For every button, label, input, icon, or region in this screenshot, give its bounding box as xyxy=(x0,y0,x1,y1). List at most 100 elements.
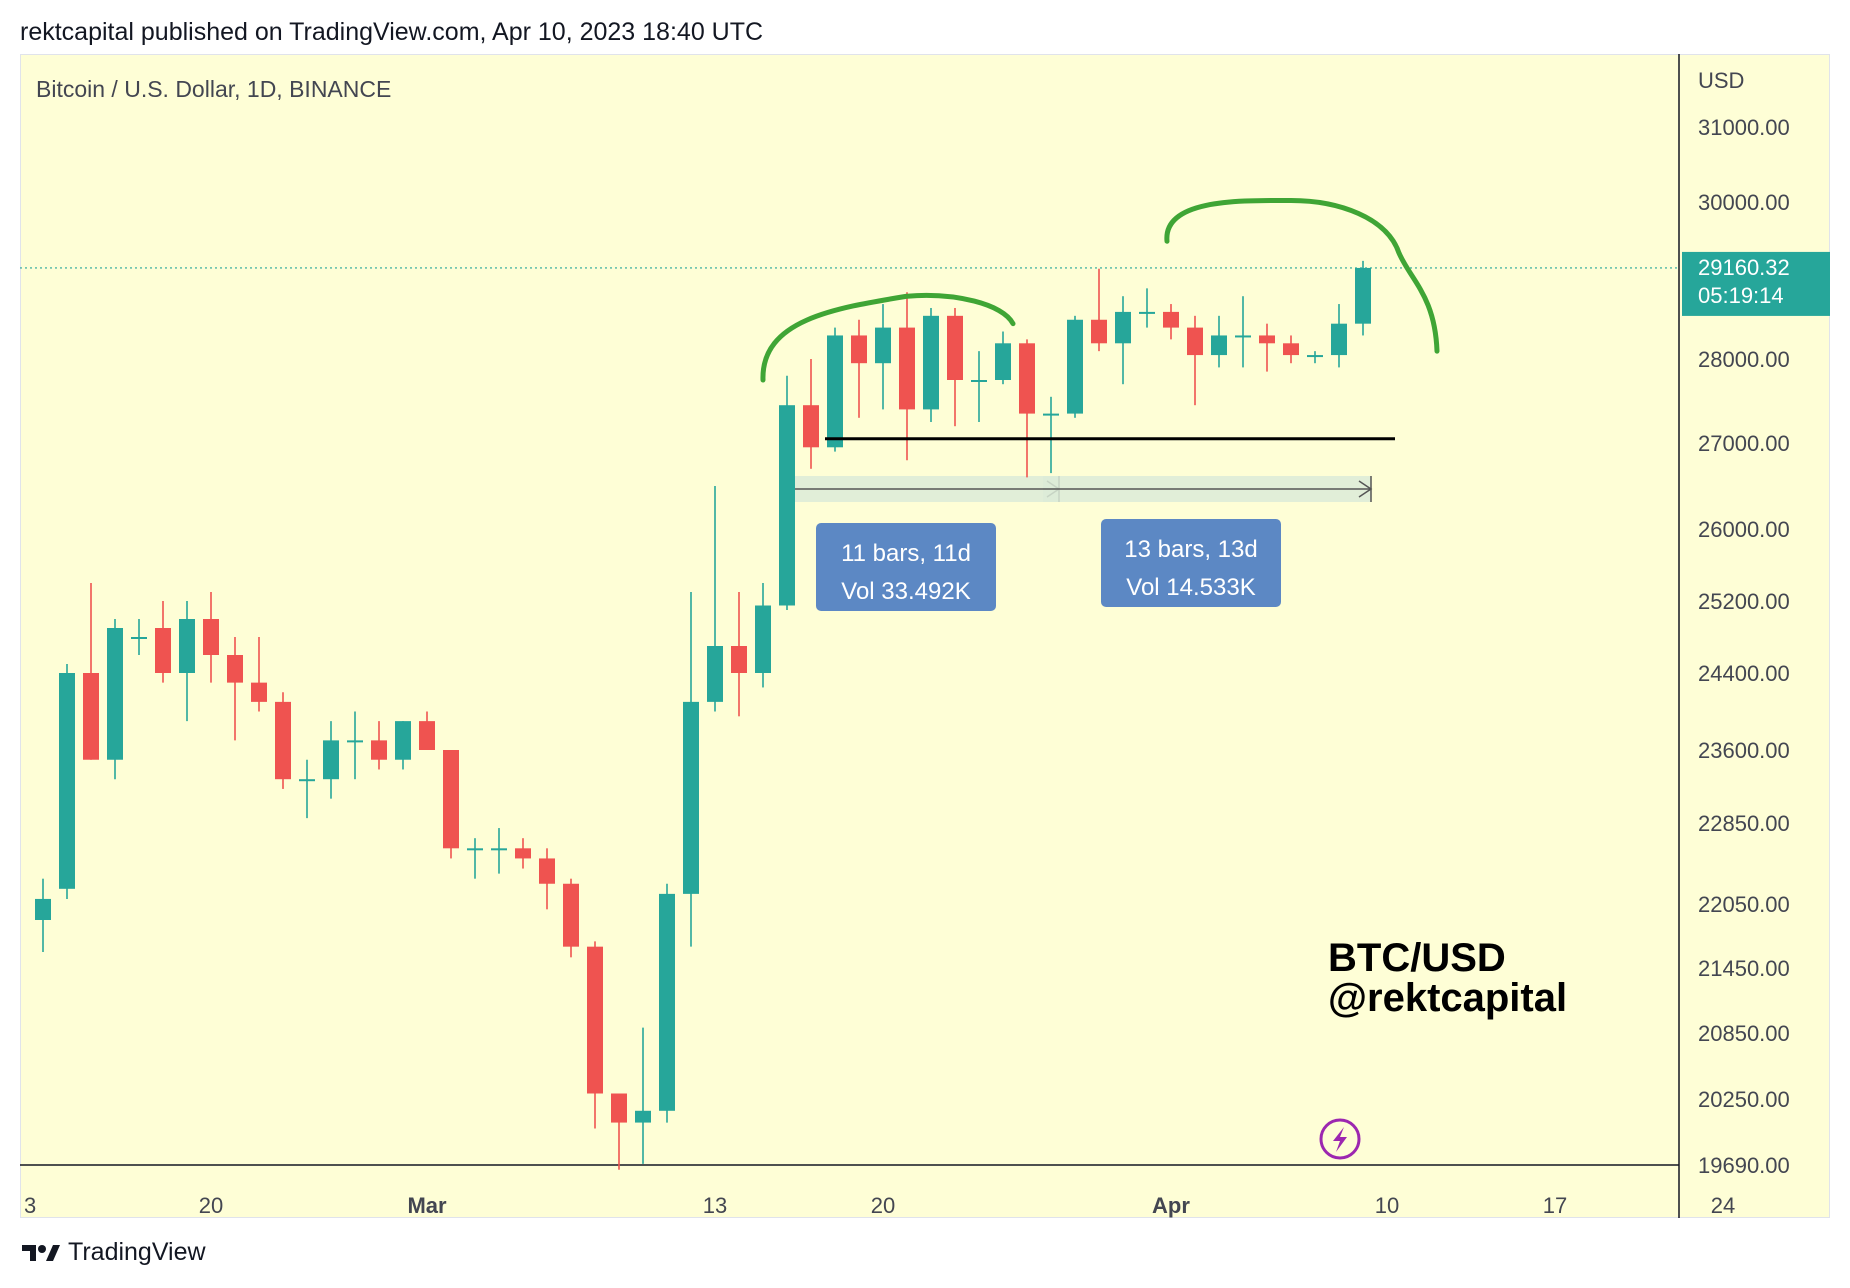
measure-tools xyxy=(779,476,1373,502)
measure-label-1: 11 bars, 11d Vol 33.492K xyxy=(816,523,996,611)
candle-body xyxy=(827,335,843,448)
candle-body xyxy=(899,327,915,410)
price-tick-label: 20850.00 xyxy=(1698,1021,1790,1046)
candle-body xyxy=(1067,319,1083,414)
price-axis[interactable]: 31000.00 30000.00 28000.00 27000.00 26000.00… xyxy=(1698,115,1790,1178)
watermark: BTC/USD @rektcapital xyxy=(1328,938,1567,1018)
candle-body xyxy=(1331,323,1347,356)
candle-body xyxy=(419,721,435,750)
price-tick-label: 22850.00 xyxy=(1698,811,1790,836)
candle-body xyxy=(539,858,555,884)
flash-icon[interactable] xyxy=(1319,1118,1361,1160)
price-tick-label: 27000.00 xyxy=(1698,431,1790,456)
candle-body xyxy=(659,893,675,1111)
candle-body xyxy=(155,628,171,673)
price-tag-bg xyxy=(1682,251,1830,316)
candle-body xyxy=(347,740,363,743)
measure-label-2-bg xyxy=(1101,519,1281,607)
candle-body xyxy=(731,646,747,673)
bar-countdown-label: 05:19:14 xyxy=(1698,283,1784,308)
symbol-title: Bitcoin / U.S. Dollar, 1D, BINANCE xyxy=(36,76,392,102)
candle-body xyxy=(35,898,51,920)
footer-brand-label: TradingView xyxy=(68,1238,206,1266)
candle-body xyxy=(971,380,987,382)
candles xyxy=(35,260,1371,1170)
price-tick-label: 22050.00 xyxy=(1698,892,1790,917)
candle-body xyxy=(635,1110,651,1123)
candle-body xyxy=(707,646,723,702)
tradingview-logo-icon xyxy=(22,1244,60,1261)
measure-label-1-volume: Vol 33.492K xyxy=(841,578,970,605)
measure-label-1-bars: 11 bars, 11d xyxy=(841,540,971,567)
time-tick-label: 24 xyxy=(1711,1193,1735,1218)
price-tick-label: 24400.00 xyxy=(1698,661,1790,686)
price-tick-label: 25200.00 xyxy=(1698,589,1790,614)
candle-body xyxy=(779,405,795,606)
time-tick-label: 10 xyxy=(1375,1193,1399,1218)
candle-body xyxy=(1283,343,1299,356)
price-tick-label: 28000.00 xyxy=(1698,347,1790,372)
candle-body xyxy=(563,883,579,947)
candle-body xyxy=(1259,335,1275,344)
candle-body xyxy=(803,405,819,448)
current-price-label: 29160.32 xyxy=(1698,255,1790,280)
price-tick-label: 26000.00 xyxy=(1698,517,1790,542)
chart-pane[interactable] xyxy=(20,54,1830,1218)
candle-body xyxy=(1163,311,1179,328)
candle-body xyxy=(923,315,939,410)
time-tick-label: 13 xyxy=(703,1193,727,1218)
currency-label: USD xyxy=(1698,68,1744,93)
candle-body xyxy=(1115,311,1131,344)
candle-body xyxy=(467,848,483,851)
candle-body xyxy=(683,701,699,894)
candle-body xyxy=(203,619,219,655)
footer-brand[interactable]: TradingView xyxy=(20,1238,206,1267)
time-tick-label: 3 xyxy=(24,1193,36,1218)
watermark-line-1: BTC/USD xyxy=(1328,936,1506,980)
candle-body xyxy=(1043,413,1059,416)
candle-body xyxy=(1355,267,1371,324)
price-tag: 29160.32 05:19:14 xyxy=(1682,251,1830,316)
drawings: 11 bars, 11d Vol 33.492K 13 bars, 13d Vol 1… xyxy=(20,197,1679,611)
candle-body xyxy=(851,335,867,364)
candle-body xyxy=(395,721,411,760)
candle-body xyxy=(1019,343,1035,414)
candle-body xyxy=(1139,311,1155,314)
candle-body xyxy=(1211,335,1227,356)
candle-body xyxy=(443,750,459,849)
measure-label-2: 13 bars, 13d Vol 14.533K xyxy=(1101,519,1281,607)
time-tick-label: 20 xyxy=(199,1193,223,1218)
time-tick-label: Mar xyxy=(407,1193,447,1218)
candle-body xyxy=(323,740,339,780)
candle-body xyxy=(515,848,531,859)
candle-body xyxy=(1187,327,1203,356)
price-tick-label: 30000.00 xyxy=(1698,190,1790,215)
candle-body xyxy=(587,946,603,1094)
candle-body xyxy=(83,673,99,760)
candle-body xyxy=(755,605,771,673)
candle-body xyxy=(1235,335,1251,338)
candle-body xyxy=(107,628,123,760)
candle-body xyxy=(491,848,507,851)
candle-body xyxy=(1091,319,1107,344)
candle-body xyxy=(131,637,147,639)
candle-body xyxy=(611,1093,627,1123)
candle-body xyxy=(875,327,891,364)
candle-body xyxy=(995,343,1011,380)
time-tick-label: 20 xyxy=(871,1193,895,1218)
candle-body xyxy=(179,619,195,673)
resistance-arc-2[interactable] xyxy=(1164,197,1440,354)
candle-body xyxy=(371,740,387,760)
measure-label-2-bars: 13 bars, 13d xyxy=(1124,536,1257,563)
watermark-line-2: @rektcapital xyxy=(1328,976,1568,1020)
time-tick-label: Apr xyxy=(1152,1193,1190,1218)
time-tick-label: 17 xyxy=(1543,1193,1567,1218)
time-axis[interactable]: 3 20 Mar 13 20 Apr 10 17 24 xyxy=(24,1193,1735,1218)
candle-body xyxy=(251,682,267,702)
publish-header: rektcapital published on TradingView.com… xyxy=(20,18,764,46)
resistance-arc-1[interactable] xyxy=(760,293,1016,383)
price-tick-label: 21450.00 xyxy=(1698,956,1790,981)
measure-label-2-volume: Vol 14.533K xyxy=(1126,574,1255,601)
candle-body xyxy=(227,655,243,683)
